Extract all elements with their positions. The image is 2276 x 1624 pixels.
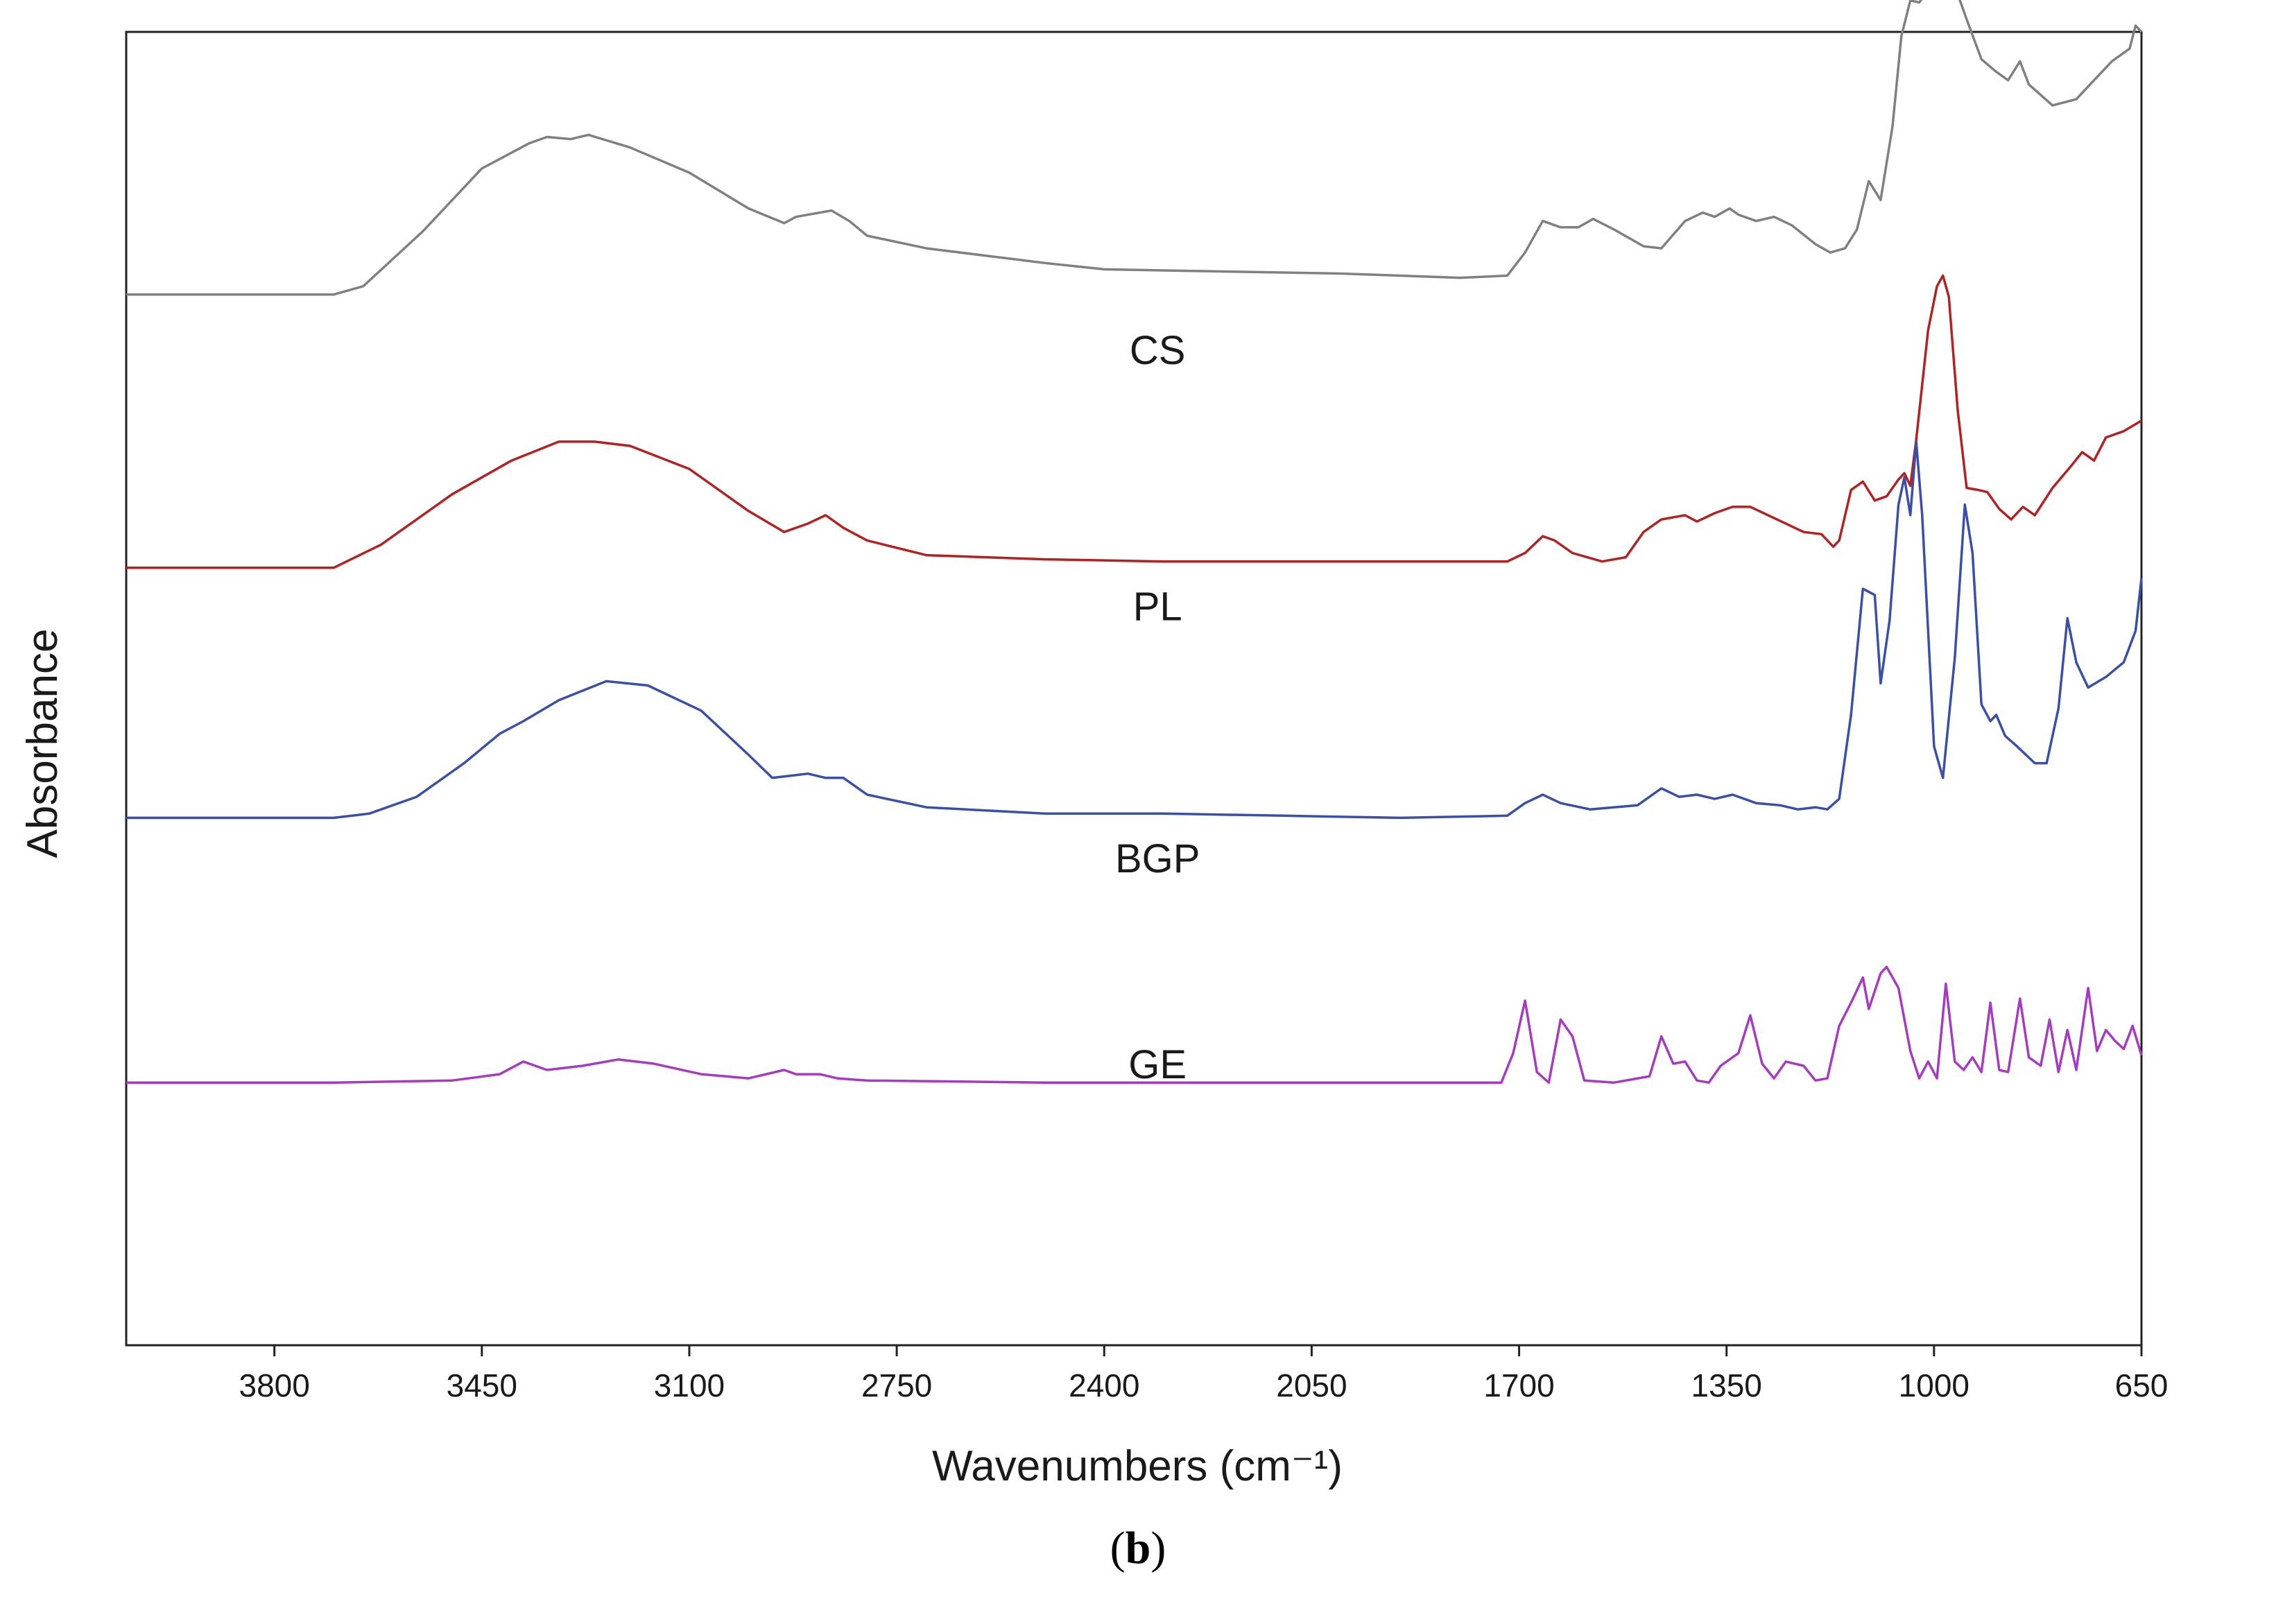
caption-letter: b [1125, 1523, 1151, 1573]
series-label-pl: PL [1133, 585, 1182, 630]
x-tick-label: 1700 [1483, 1367, 1554, 1403]
figure-caption: (b) [1110, 1523, 1166, 1573]
x-tick-label: 3100 [654, 1367, 725, 1403]
x-tick-label: 1000 [1899, 1367, 1969, 1403]
series-label-cs: CS [1130, 328, 1186, 373]
plot-frame [125, 31, 2143, 1347]
x-tick-label: 3450 [447, 1367, 517, 1403]
x-tick-label: 2750 [861, 1367, 932, 1403]
x-tick-label: 1350 [1691, 1367, 1762, 1403]
x-tick-label: 2050 [1276, 1367, 1347, 1403]
series-layer: CS PL BGP GE [126, 0, 2143, 1087]
series-line-pl [126, 274, 2142, 569]
x-tick-label: 3800 [239, 1367, 310, 1403]
x-tick-label: 650 [2115, 1367, 2169, 1403]
series-line-ge [126, 965, 2143, 1084]
series-line-bgp [126, 440, 2143, 820]
x-tick-label: 2400 [1069, 1367, 1139, 1403]
y-axis-title: Absorbance [19, 629, 67, 858]
series-label-bgp: BGP [1115, 836, 1200, 881]
series-line-cs [126, 0, 2143, 296]
series-label-ge: GE [1128, 1042, 1187, 1087]
x-axis-ticks: 3800 3450 3100 2750 2400 2050 1700 1350 1000 650 [239, 1345, 2169, 1403]
x-axis-title: Wavenumbers (cm⁻¹) [932, 1442, 1343, 1490]
